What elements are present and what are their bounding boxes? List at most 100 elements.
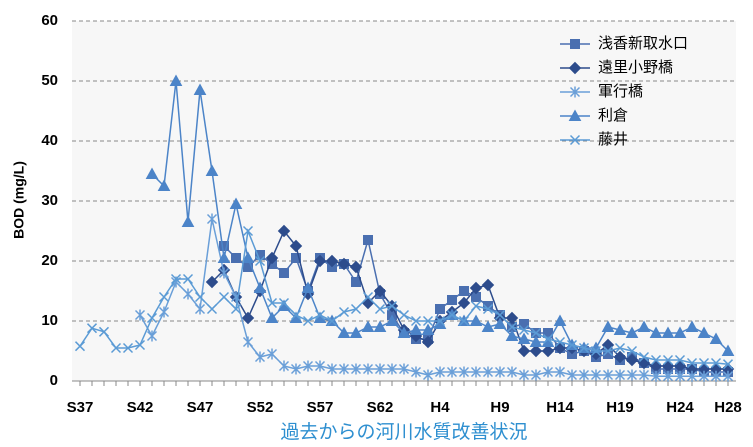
data-point [338,363,350,375]
data-point [434,366,446,378]
legend-label: 浅香新取水口 [598,35,688,52]
data-point [182,288,194,300]
legend-label: 藤井 [598,131,628,148]
data-point [458,366,470,378]
data-point [169,74,183,86]
y-tick-label: 60 [41,12,58,29]
data-point [217,251,231,263]
x-tick-label: S57 [307,399,334,416]
data-point [278,297,290,309]
data-point [674,370,686,382]
data-point [649,326,663,338]
data-point [110,342,122,354]
x-tick-label: S62 [367,399,394,416]
data-point [314,309,326,321]
data-point [134,309,146,321]
data-point [301,281,315,293]
data-point [122,342,134,354]
data-point [710,370,722,382]
data-point [146,312,158,324]
data-point [578,342,590,354]
data-point [194,303,206,315]
data-point [674,354,686,366]
data-point [554,366,566,378]
data-point [529,335,543,347]
data-point [614,342,626,354]
data-point [313,254,327,268]
data-point [230,303,242,315]
data-point [542,333,554,345]
caption: 過去からの河川水質改善状況 [280,421,527,443]
data-point [205,275,219,289]
data-point [337,257,351,271]
data-point [218,267,230,279]
data-point [709,332,723,344]
legend-label: 軍行橋 [598,83,643,100]
data-point [626,345,638,357]
data-point [266,348,278,360]
data-point [205,164,219,176]
data-point [254,351,266,363]
data-point [566,369,578,381]
data-point [481,320,495,332]
legend-label: 利倉 [598,107,628,124]
data-point [554,336,566,348]
data-point [566,339,578,351]
data-point [422,369,434,381]
data-point [386,300,398,312]
x-tick-label: S52 [247,399,274,416]
x-tick-label: H14 [546,399,574,416]
data-point [686,357,698,369]
x-tick-label: H9 [490,399,509,416]
data-point [482,366,494,378]
y-tick-label: 10 [41,312,58,329]
data-point [350,363,362,375]
data-point [578,369,590,381]
data-point [590,345,602,357]
data-point [157,179,171,191]
data-point [337,326,351,338]
data-point [698,370,710,382]
x-tick-label: H19 [606,399,634,416]
data-point [494,309,506,321]
data-point [170,273,182,285]
legend-label: 遠里小野橋 [598,59,673,76]
data-point [266,297,278,309]
data-point [181,215,195,227]
data-point [206,303,218,315]
data-point [686,370,698,382]
data-point [302,360,314,372]
data-point [710,357,722,369]
data-point [434,315,446,327]
data-point [494,366,506,378]
data-point [506,366,518,378]
data-point [242,225,254,237]
data-point [470,300,482,312]
data-point [182,273,194,285]
data-point [254,255,266,267]
data-point [470,366,482,378]
data-point [265,251,279,265]
data-point [421,335,435,349]
data-point [697,326,711,338]
data-point [326,363,338,375]
data-point [601,320,615,332]
data-point [637,320,651,332]
data-point [421,323,435,335]
x-tick-label: S47 [187,399,214,416]
data-point [351,277,361,287]
y-axis-label: BOD (mg/L) [11,161,27,239]
data-point [290,363,302,375]
data-point [505,329,519,341]
data-point [278,360,290,372]
data-point [374,363,386,375]
data-point [722,370,734,382]
series-line [139,218,728,377]
data-point [350,303,362,315]
data-point [469,314,483,326]
data-point [542,366,554,378]
data-point [638,351,650,363]
data-point [602,369,614,381]
data-point [590,369,602,381]
data-point [661,326,675,338]
